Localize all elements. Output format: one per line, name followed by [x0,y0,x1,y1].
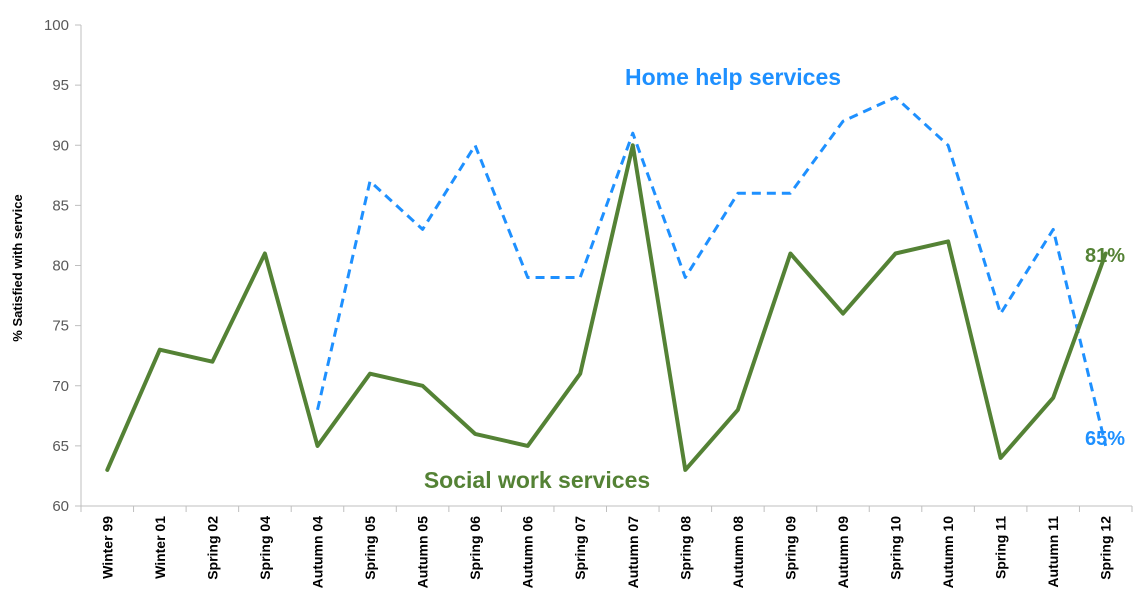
series-label-home-help: Home help services [625,64,841,90]
x-tick-label: Spring 02 [204,516,220,580]
y-tick-label: 65 [52,438,69,455]
y-axis-label: % Satisfied with service [10,194,25,341]
x-tick-label: Autumn 07 [625,516,641,589]
x-tick-label: Spring 08 [677,516,693,580]
y-tick-label: 80 [52,258,69,275]
series-line-social-work [105,143,1108,472]
series-line-home-help [316,95,1108,447]
x-axis: Winter 99 Winter 01 Spring 02 Spring 04 Autu… [80,505,1133,589]
x-tick-label: Autumn 04 [309,516,325,589]
series-layer [105,95,1108,472]
x-tick-label: Autumn 05 [415,516,431,589]
y-tick-label: 100 [44,17,69,34]
x-tick-label: Spring 11 [993,516,1009,579]
y-axis: 60 65 70 75 80 85 90 95 100 [44,17,82,515]
end-value-label-social-work: 81% [1085,245,1125,267]
y-tick-label: 75 [52,318,69,335]
x-tick-label: Autumn 08 [730,516,746,589]
x-tick-label: Spring 05 [362,516,378,580]
y-tick-label: 95 [52,77,69,94]
end-value-label-home-help: 65% [1085,428,1125,450]
x-tick-label: Spring 04 [257,516,273,580]
y-tick-label: 85 [52,197,69,214]
x-tick-label: Spring 12 [1098,516,1114,580]
x-tick-label: Winter 99 [99,516,115,579]
x-tick-label: Autumn 10 [940,516,956,589]
series-label-social-work: Social work services [424,467,650,493]
x-tick-label: Spring 07 [572,516,588,580]
y-tick-label: 60 [52,498,69,515]
x-tick-label: Spring 06 [467,516,483,580]
x-tick-label: Autumn 09 [835,516,851,589]
y-tick-label: 70 [52,378,69,395]
y-tick-label: 90 [52,137,69,154]
x-tick-label: Autumn 06 [520,516,536,589]
x-tick-label: Spring 10 [888,516,904,580]
x-tick-label: Spring 09 [782,516,798,580]
x-tick-label: Winter 01 [152,516,168,579]
x-tick-label: Autumn 11 [1045,516,1061,588]
